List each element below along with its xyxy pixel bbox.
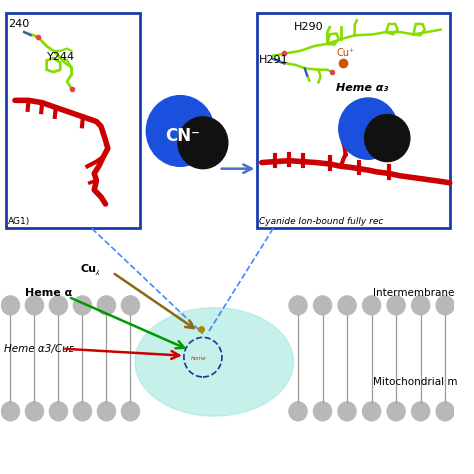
Text: H290: H290 [293, 22, 323, 32]
Text: 240: 240 [8, 19, 29, 29]
Text: Y244: Y244 [46, 52, 75, 62]
Circle shape [26, 296, 44, 315]
Text: Heme α₃: Heme α₃ [337, 83, 389, 93]
Circle shape [97, 296, 116, 315]
Circle shape [338, 402, 356, 421]
Circle shape [363, 402, 381, 421]
Text: Cu⁁: Cu⁁ [81, 264, 100, 275]
Circle shape [73, 296, 91, 315]
Ellipse shape [365, 115, 410, 162]
Text: AG1): AG1) [8, 217, 30, 226]
Text: Cu⁺: Cu⁺ [337, 47, 355, 57]
Text: Heme α: Heme α [25, 288, 72, 298]
Text: CN⁻: CN⁻ [165, 127, 200, 145]
Circle shape [97, 402, 116, 421]
Circle shape [436, 296, 454, 315]
Circle shape [363, 296, 381, 315]
Text: Heme α3/Cuᴇ: Heme α3/Cuᴇ [4, 345, 73, 355]
Circle shape [73, 402, 91, 421]
Circle shape [338, 296, 356, 315]
Circle shape [313, 296, 332, 315]
Circle shape [49, 402, 67, 421]
Ellipse shape [178, 117, 228, 169]
Circle shape [387, 296, 405, 315]
Ellipse shape [146, 96, 214, 166]
Text: Intermembrane: Intermembrane [373, 288, 454, 298]
Circle shape [121, 402, 139, 421]
Circle shape [411, 402, 430, 421]
Circle shape [26, 402, 44, 421]
FancyBboxPatch shape [257, 13, 450, 228]
Circle shape [387, 402, 405, 421]
Circle shape [49, 296, 67, 315]
Ellipse shape [135, 308, 293, 416]
Circle shape [1, 296, 19, 315]
Ellipse shape [339, 98, 398, 159]
Circle shape [289, 296, 307, 315]
Text: Mitochondrial m: Mitochondrial m [373, 377, 457, 387]
Text: Cyanide Ion-bound fully rec: Cyanide Ion-bound fully rec [259, 217, 383, 226]
Circle shape [436, 402, 454, 421]
Circle shape [411, 296, 430, 315]
Text: heme: heme [191, 356, 206, 361]
Circle shape [1, 402, 19, 421]
FancyBboxPatch shape [6, 13, 139, 228]
Circle shape [313, 402, 332, 421]
Circle shape [121, 296, 139, 315]
Circle shape [289, 402, 307, 421]
Text: H291: H291 [259, 55, 288, 64]
